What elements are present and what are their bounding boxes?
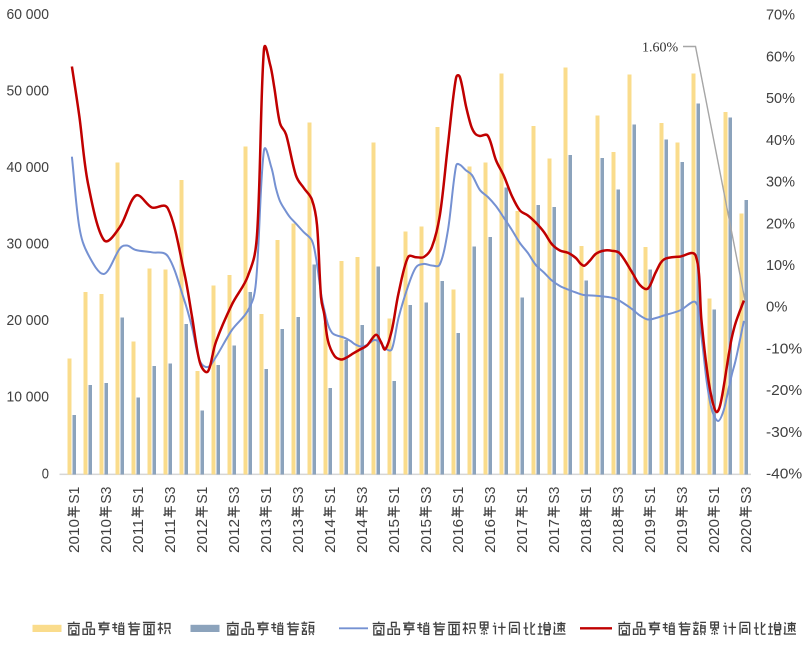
svg-text:2014: 2014 (322, 519, 339, 553)
svg-text:2010: 2010 (66, 519, 83, 553)
svg-text:S3: S3 (354, 487, 371, 504)
svg-text:S3: S3 (290, 487, 307, 504)
svg-text:2020: 2020 (738, 519, 755, 553)
svg-text:10 000: 10 000 (7, 389, 50, 406)
svg-text:2016: 2016 (482, 519, 499, 553)
svg-text:30 000: 30 000 (7, 236, 50, 253)
svg-text:2011: 2011 (162, 519, 179, 553)
svg-text:50 000: 50 000 (7, 83, 50, 100)
svg-text:20%: 20% (766, 215, 795, 232)
svg-text:2018: 2018 (610, 519, 627, 553)
svg-text:S1: S1 (258, 487, 275, 504)
svg-text:S1: S1 (66, 487, 83, 504)
svg-text:2015: 2015 (386, 519, 403, 553)
svg-text:S1: S1 (642, 487, 659, 504)
svg-text:-20%: -20% (766, 382, 802, 399)
svg-text:S1: S1 (450, 487, 467, 504)
svg-text:2013: 2013 (258, 519, 275, 553)
svg-text:2017: 2017 (514, 519, 531, 553)
svg-text:S3: S3 (482, 487, 499, 504)
svg-text:S3: S3 (546, 487, 563, 504)
svg-text:S1: S1 (578, 487, 595, 504)
svg-text:S3: S3 (226, 487, 243, 504)
svg-text:2014: 2014 (354, 519, 371, 553)
svg-text:2010: 2010 (98, 519, 115, 553)
svg-text:S3: S3 (162, 487, 179, 504)
svg-text:S1: S1 (386, 487, 403, 504)
svg-text:S1: S1 (706, 487, 723, 504)
svg-text:70%: 70% (766, 7, 795, 24)
svg-text:2017: 2017 (546, 519, 563, 553)
svg-text:10%: 10% (766, 257, 795, 274)
svg-text:S3: S3 (674, 487, 691, 504)
svg-text:2016: 2016 (450, 519, 467, 553)
svg-text:60%: 60% (766, 48, 795, 65)
svg-text:0: 0 (42, 466, 49, 483)
svg-text:40 000: 40 000 (7, 159, 50, 176)
svg-text:30%: 30% (766, 174, 795, 191)
svg-text:S3: S3 (738, 487, 755, 504)
svg-text:20 000: 20 000 (7, 312, 50, 329)
svg-text:2015: 2015 (418, 519, 435, 553)
svg-text:S1: S1 (514, 487, 531, 504)
svg-text:S1: S1 (322, 487, 339, 504)
svg-text:2013: 2013 (290, 519, 307, 553)
svg-text:2011: 2011 (130, 519, 147, 553)
svg-text:50%: 50% (766, 90, 795, 107)
svg-text:2012: 2012 (226, 519, 243, 553)
svg-text:40%: 40% (766, 132, 795, 149)
svg-text:2019: 2019 (674, 519, 691, 553)
svg-text:S3: S3 (610, 487, 627, 504)
svg-text:S1: S1 (130, 487, 147, 504)
svg-text:1.60%: 1.60% (642, 41, 679, 56)
svg-text:2019: 2019 (642, 519, 659, 553)
svg-text:S3: S3 (98, 487, 115, 504)
svg-text:2020: 2020 (706, 519, 723, 553)
svg-text:-30%: -30% (766, 424, 802, 441)
svg-text:S1: S1 (194, 487, 211, 504)
svg-text:-40%: -40% (766, 466, 802, 483)
svg-text:-10%: -10% (766, 341, 802, 358)
svg-text:2012: 2012 (194, 519, 211, 553)
svg-text:S3: S3 (418, 487, 435, 504)
svg-text:2018: 2018 (578, 519, 595, 553)
svg-text:0%: 0% (766, 299, 788, 316)
svg-text:60 000: 60 000 (7, 6, 50, 23)
